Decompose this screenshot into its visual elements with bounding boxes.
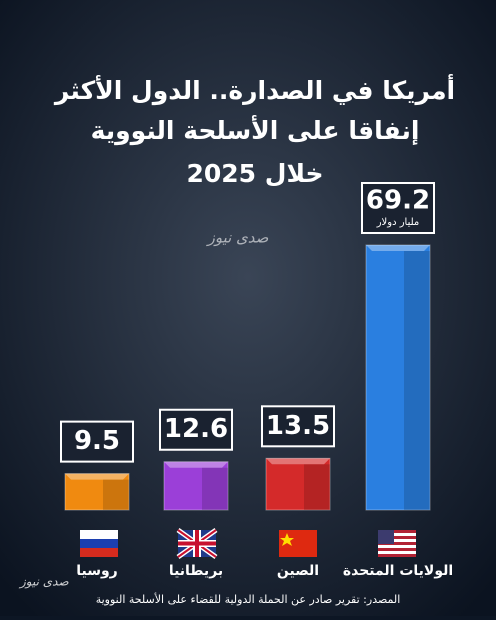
flag-usa	[378, 530, 416, 557]
category-label: الولايات المتحدة	[343, 563, 453, 579]
title: خلال 2025	[187, 159, 324, 188]
bar-top	[164, 461, 228, 468]
category-label: الصين	[277, 563, 319, 579]
source: المصدر: تقرير صادر عن الحملة الدولية للق…	[96, 592, 401, 606]
flag-russia	[80, 530, 118, 557]
category-label: بريطانيا	[169, 563, 223, 579]
value-label: 9.5	[74, 426, 120, 456]
value-label: 12.6	[164, 414, 228, 444]
title: إنفاقا على الأسلحة النووية	[91, 115, 420, 146]
flag-uk	[176, 527, 218, 560]
value-box	[361, 182, 435, 234]
unit-label: مليار دولار	[376, 217, 420, 228]
bar-top	[65, 473, 129, 480]
value-label: 69.2	[366, 186, 430, 216]
bar-shade	[404, 251, 430, 510]
value-box	[159, 408, 233, 451]
logo: صدى نيوز	[18, 575, 69, 589]
logo: صدى نيوز	[206, 229, 269, 247]
value-label: 13.5	[266, 411, 330, 441]
bar	[365, 244, 431, 511]
bar-shade	[304, 464, 330, 510]
bar	[265, 457, 331, 511]
flag-china	[279, 530, 317, 557]
value-box	[261, 405, 335, 448]
bar	[64, 473, 130, 511]
bar-top	[366, 245, 430, 251]
bar-shade	[103, 479, 129, 510]
title: أمريكا في الصدارة.. الدول الأكثر	[53, 74, 455, 106]
bar-shade	[202, 467, 228, 510]
value-box	[60, 420, 134, 463]
bar	[163, 461, 229, 511]
bar-top	[266, 458, 330, 465]
category-label: روسيا	[76, 563, 118, 579]
